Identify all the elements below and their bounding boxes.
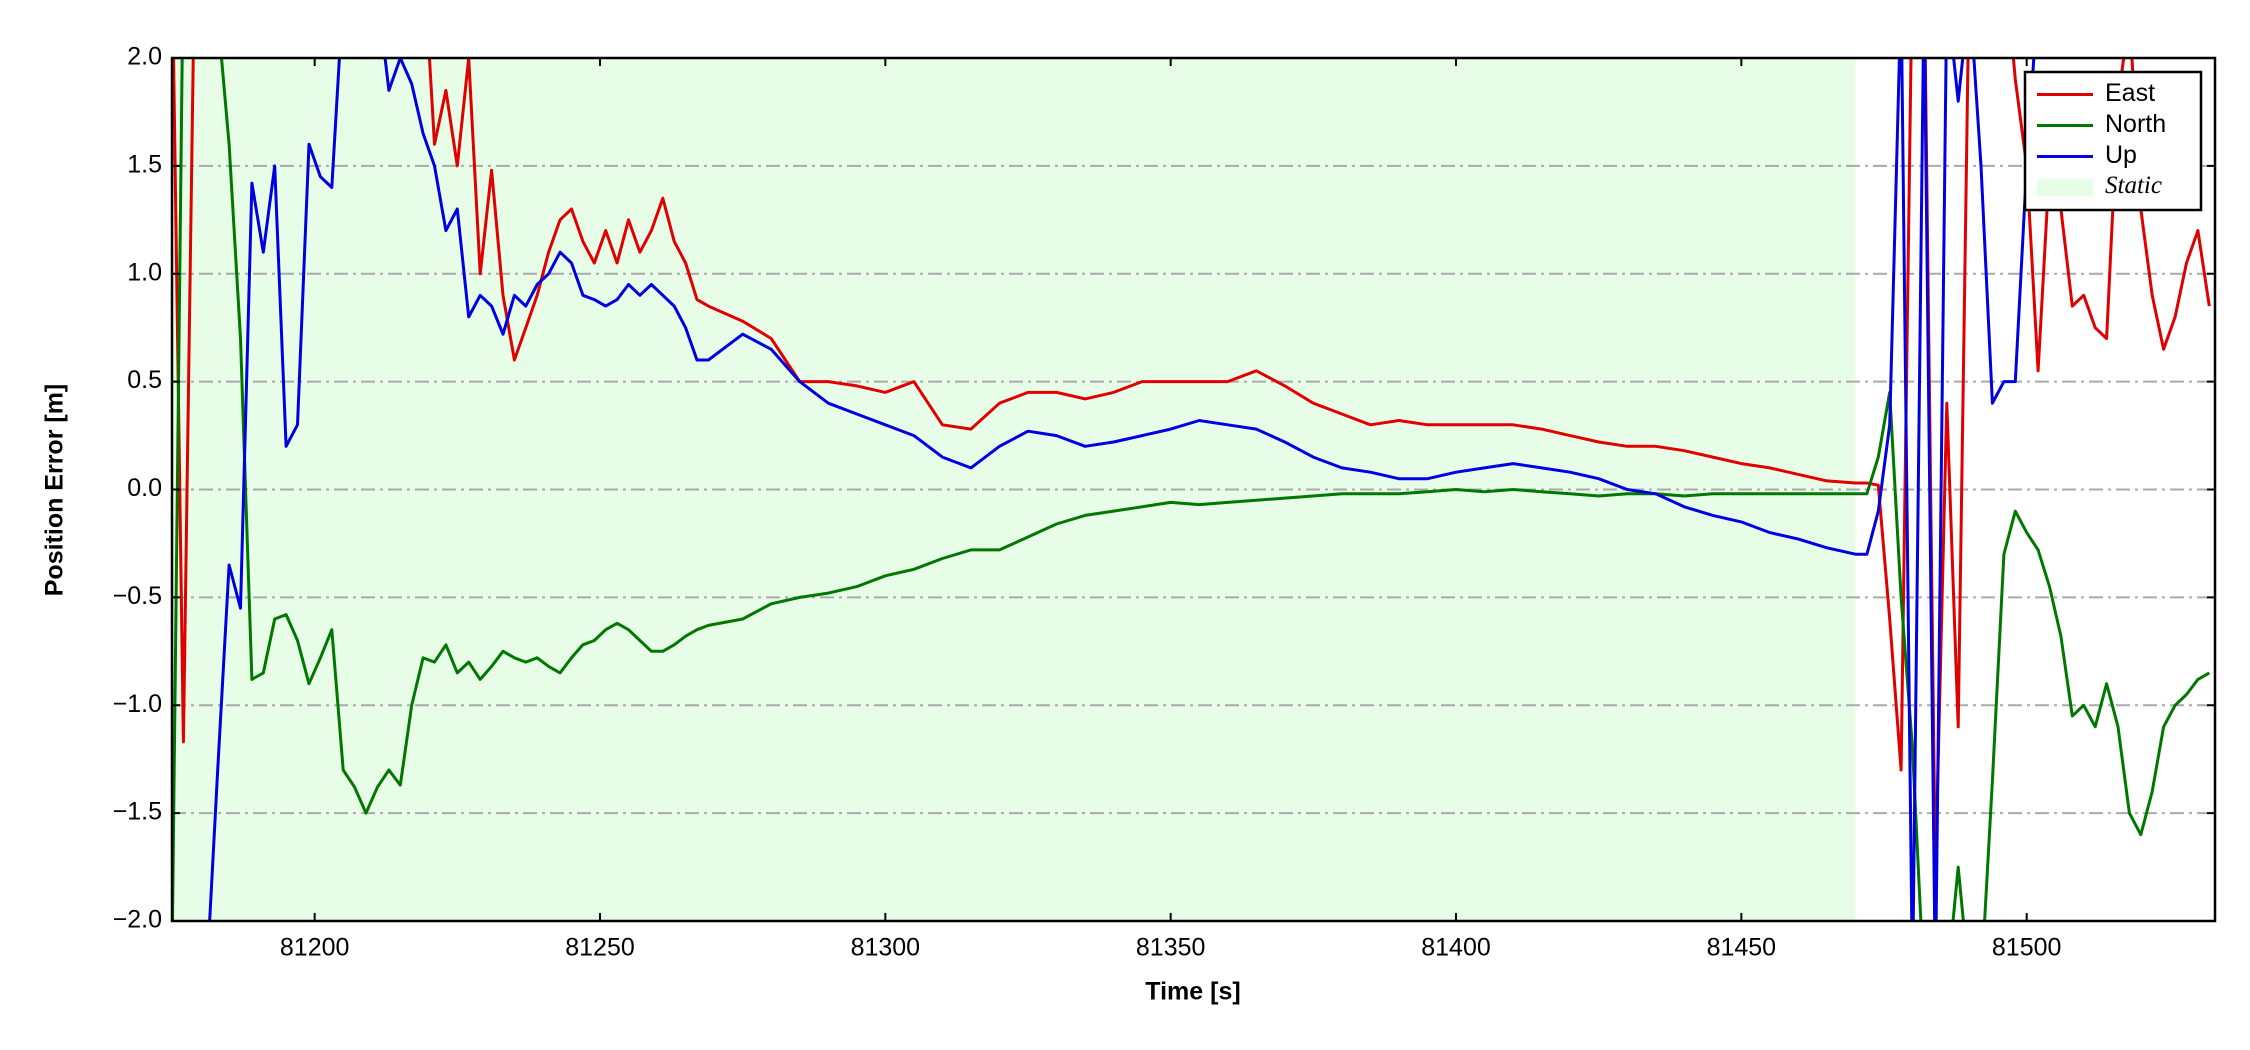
x-axis-label: Time [s] <box>1145 978 1240 1006</box>
y-tick-label: 1.0 <box>127 258 162 286</box>
y-tick-label: 2.0 <box>127 43 162 71</box>
y-tick-label: −2.0 <box>113 906 162 934</box>
y-tick-label: −1.0 <box>113 690 162 718</box>
legend-swatch <box>2037 178 2093 197</box>
y-axis-label: Position Error [m] <box>41 384 69 597</box>
x-tick-label: 81250 <box>565 934 635 962</box>
series-line <box>172 58 2211 880</box>
series-line <box>208 58 2036 921</box>
y-tick-label: 1.5 <box>127 150 162 178</box>
x-tick-label: 81350 <box>1136 934 1206 962</box>
y-tick-label: −0.5 <box>113 582 162 610</box>
x-tick-label: 81300 <box>851 934 921 962</box>
series-line <box>172 58 2211 921</box>
legend-label: Static <box>2105 172 2162 199</box>
plot-background <box>172 58 2215 921</box>
plot-overlay: −2.0 −1.5 −1.0 −0.5 0.0 0.5 1.0 1.5 2.0 81200 8125… <box>113 43 2217 962</box>
x-tick-label: 81500 <box>1992 934 2062 962</box>
legend-label: Up <box>2105 141 2137 169</box>
plot-frame <box>170 56 2217 923</box>
y-tick-label: 0.0 <box>127 474 162 502</box>
plot-lines <box>172 58 2211 921</box>
x-tick-label: 81450 <box>1707 934 1777 962</box>
x-tick-label: 81400 <box>1421 934 1491 962</box>
legend-label: North <box>2105 110 2166 138</box>
legend-label: East <box>2105 79 2155 107</box>
y-tick-label: −1.5 <box>113 798 162 826</box>
x-tick-label: 81200 <box>280 934 350 962</box>
y-tick-label: 0.5 <box>127 366 162 394</box>
